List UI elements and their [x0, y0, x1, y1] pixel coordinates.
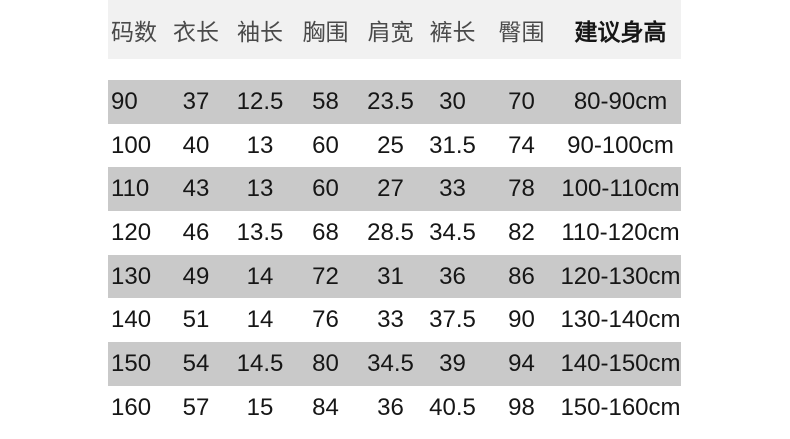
table-cell: 28.5 — [367, 218, 414, 246]
table-cell: 90-100cm — [567, 131, 674, 159]
table-cell: 39 — [439, 349, 466, 377]
table-cell: 60 — [312, 131, 339, 159]
table-cell: 60 — [312, 175, 339, 203]
table-cell: 90 — [508, 306, 535, 334]
table-cell: 70 — [508, 87, 535, 115]
table-cell: 150 — [111, 349, 152, 377]
table-cell: 34.5 — [367, 349, 414, 377]
table-cell: 15 — [246, 393, 274, 421]
table-cell: 13.5 — [236, 218, 284, 246]
table-row-130: 130 49 14 72 31 36 86 120-130cm — [108, 254, 681, 299]
table-row-150: 150 54 14.5 80 34.5 39 94 140-150cm — [108, 342, 681, 386]
table-cell: 23.5 — [367, 87, 414, 115]
header-cell-sleeve-length: 袖长 — [237, 18, 283, 45]
table-cell: 40 — [182, 131, 210, 159]
table-cell: 72 — [312, 262, 339, 290]
table-cell: 34.5 — [429, 218, 476, 246]
table-row-90: 90 37 12.5 58 23.5 30 70 80-90cm — [108, 80, 681, 124]
table-row-140: 140 51 14 76 33 37.5 90 130-140cm — [108, 298, 681, 343]
table-cell: 94 — [508, 349, 535, 377]
table-cell: 100 — [111, 131, 152, 159]
header-cell-clothes-length: 衣长 — [173, 18, 219, 45]
table-cell: 120 — [111, 218, 152, 246]
table-cell: 130-140cm — [560, 306, 681, 334]
table-row-120: 120 46 13.5 68 28.5 34.5 82 110-120cm — [108, 211, 681, 255]
table-cell: 46 — [182, 218, 210, 246]
table-cell: 80 — [312, 349, 339, 377]
table-cell: 150-160cm — [560, 393, 681, 421]
table-cell: 14 — [246, 262, 274, 290]
table-cell: 36 — [439, 262, 466, 290]
table-cell: 31.5 — [429, 131, 476, 159]
table-cell: 110 — [111, 175, 150, 203]
table-cell: 14 — [246, 306, 274, 334]
table-cell: 25 — [377, 131, 404, 159]
table-cell: 98 — [508, 393, 535, 421]
header-cell-size: 码数 — [111, 18, 157, 45]
table-cell: 120-130cm — [560, 262, 681, 290]
table-cell: 30 — [439, 87, 466, 115]
header-cell-recommended-height: 建议身高 — [574, 18, 667, 45]
table-cell: 86 — [508, 262, 535, 290]
table-cell: 43 — [182, 175, 210, 203]
table-cell: 140-150cm — [560, 349, 681, 377]
table-cell: 78 — [508, 175, 535, 203]
table-cell: 110-120cm — [561, 218, 680, 246]
table-cell: 140 — [111, 306, 152, 334]
table-cell: 36 — [377, 393, 404, 421]
table-cell: 90 — [111, 87, 138, 115]
table-row-160: 160 57 15 84 36 40.5 98 150-160cm — [108, 385, 681, 430]
table-cell: 37.5 — [429, 306, 476, 334]
table-cell: 68 — [312, 218, 339, 246]
table-cell: 58 — [312, 87, 339, 115]
table-cell: 54 — [182, 349, 210, 377]
table-cell: 57 — [182, 393, 210, 421]
table-cell: 27 — [377, 175, 404, 203]
size-chart-header-row: 码数 衣长 袖长 胸围 肩宽 裤长 臀围 建议身高 — [108, 0, 681, 59]
header-cell-hip: 臀围 — [498, 18, 545, 45]
size-chart-table: 码数 衣长 袖长 胸围 肩宽 裤长 臀围 建议身高 90 37 12.5 58 … — [108, 0, 681, 430]
table-cell: 40.5 — [429, 393, 476, 421]
table-cell: 130 — [111, 262, 152, 290]
table-cell: 100-110cm — [561, 175, 680, 203]
table-cell: 13 — [246, 175, 274, 203]
table-cell: 49 — [182, 262, 210, 290]
header-cell-pants-length: 裤长 — [429, 18, 476, 45]
table-cell: 13 — [246, 131, 274, 159]
table-cell: 76 — [312, 306, 339, 334]
table-cell: 82 — [508, 218, 535, 246]
header-cell-chest: 胸围 — [302, 18, 349, 45]
header-cell-shoulder-width: 肩宽 — [367, 18, 414, 45]
table-cell: 51 — [182, 306, 210, 334]
table-row-100: 100 40 13 60 25 31.5 74 90-100cm — [108, 123, 681, 168]
table-cell: 37 — [182, 87, 210, 115]
table-cell: 31 — [377, 262, 404, 290]
table-cell: 74 — [508, 131, 535, 159]
table-cell: 12.5 — [236, 87, 284, 115]
table-row-110: 110 43 13 60 27 33 78 100-110cm — [108, 167, 681, 212]
table-cell: 14.5 — [236, 349, 284, 377]
table-cell: 80-90cm — [573, 87, 668, 115]
table-cell: 84 — [312, 393, 339, 421]
table-cell: 33 — [377, 306, 404, 334]
header-gap — [108, 59, 681, 80]
table-cell: 160 — [111, 393, 152, 421]
table-cell: 33 — [439, 175, 466, 203]
